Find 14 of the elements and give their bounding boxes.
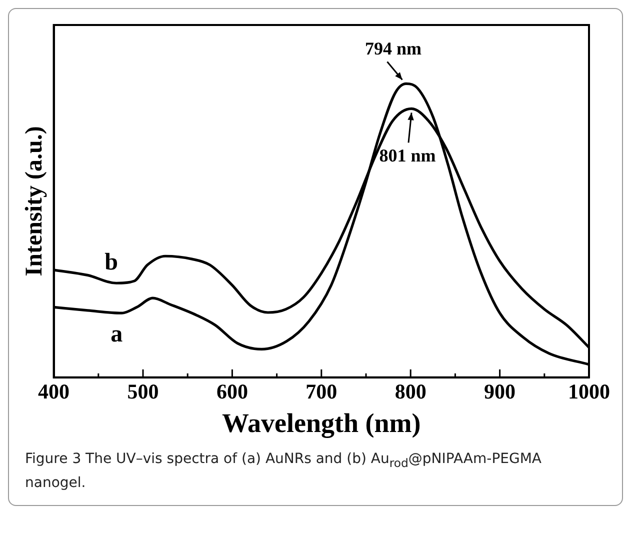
x-tick-label: 500 — [127, 379, 159, 404]
text: Figure 3 The UV–vis spectra of (a) AuNRs and (b) Au$_{rod}$@pNIPAAm-PEGMA nanogel. — [25, 451, 542, 491]
series-label: b — [104, 249, 118, 276]
x-tick-label: 800 — [394, 379, 426, 404]
x-tick-label: 900 — [484, 379, 516, 404]
series-label: a — [110, 321, 123, 348]
x-tick-label: 400 — [38, 379, 70, 404]
x-axis-title: Wavelength (nm) — [222, 408, 421, 438]
x-tick-label: 600 — [216, 379, 248, 404]
y-axis-title: Intensity (a.u.) — [22, 126, 48, 276]
x-tick-label: 700 — [306, 379, 338, 404]
x-tick-label: 1000 — [568, 379, 610, 404]
annotation: 794 nm — [364, 38, 422, 58]
annotation: 801 nm — [379, 145, 436, 166]
